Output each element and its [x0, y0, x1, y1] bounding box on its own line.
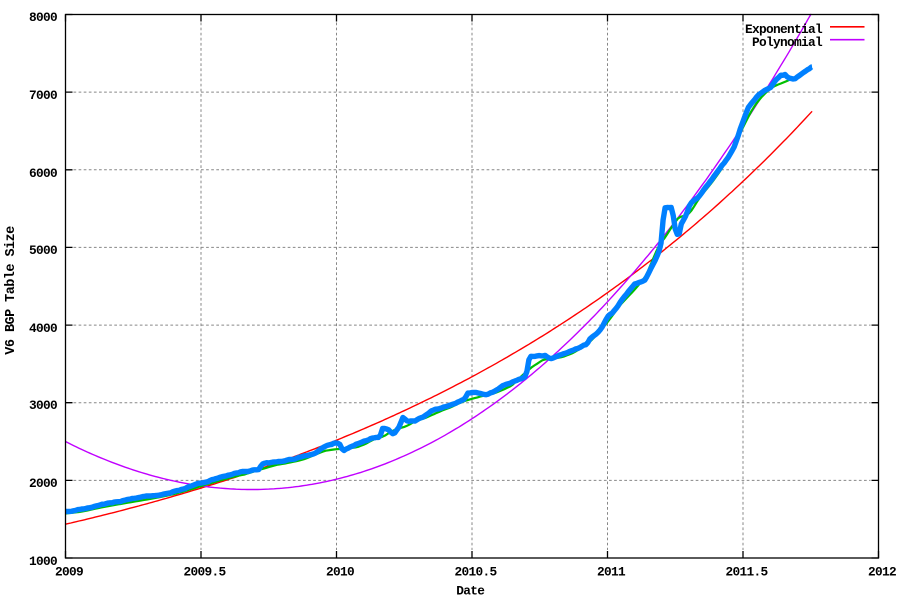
svg-text:V6 BGP Table Size: V6 BGP Table Size	[4, 226, 19, 355]
